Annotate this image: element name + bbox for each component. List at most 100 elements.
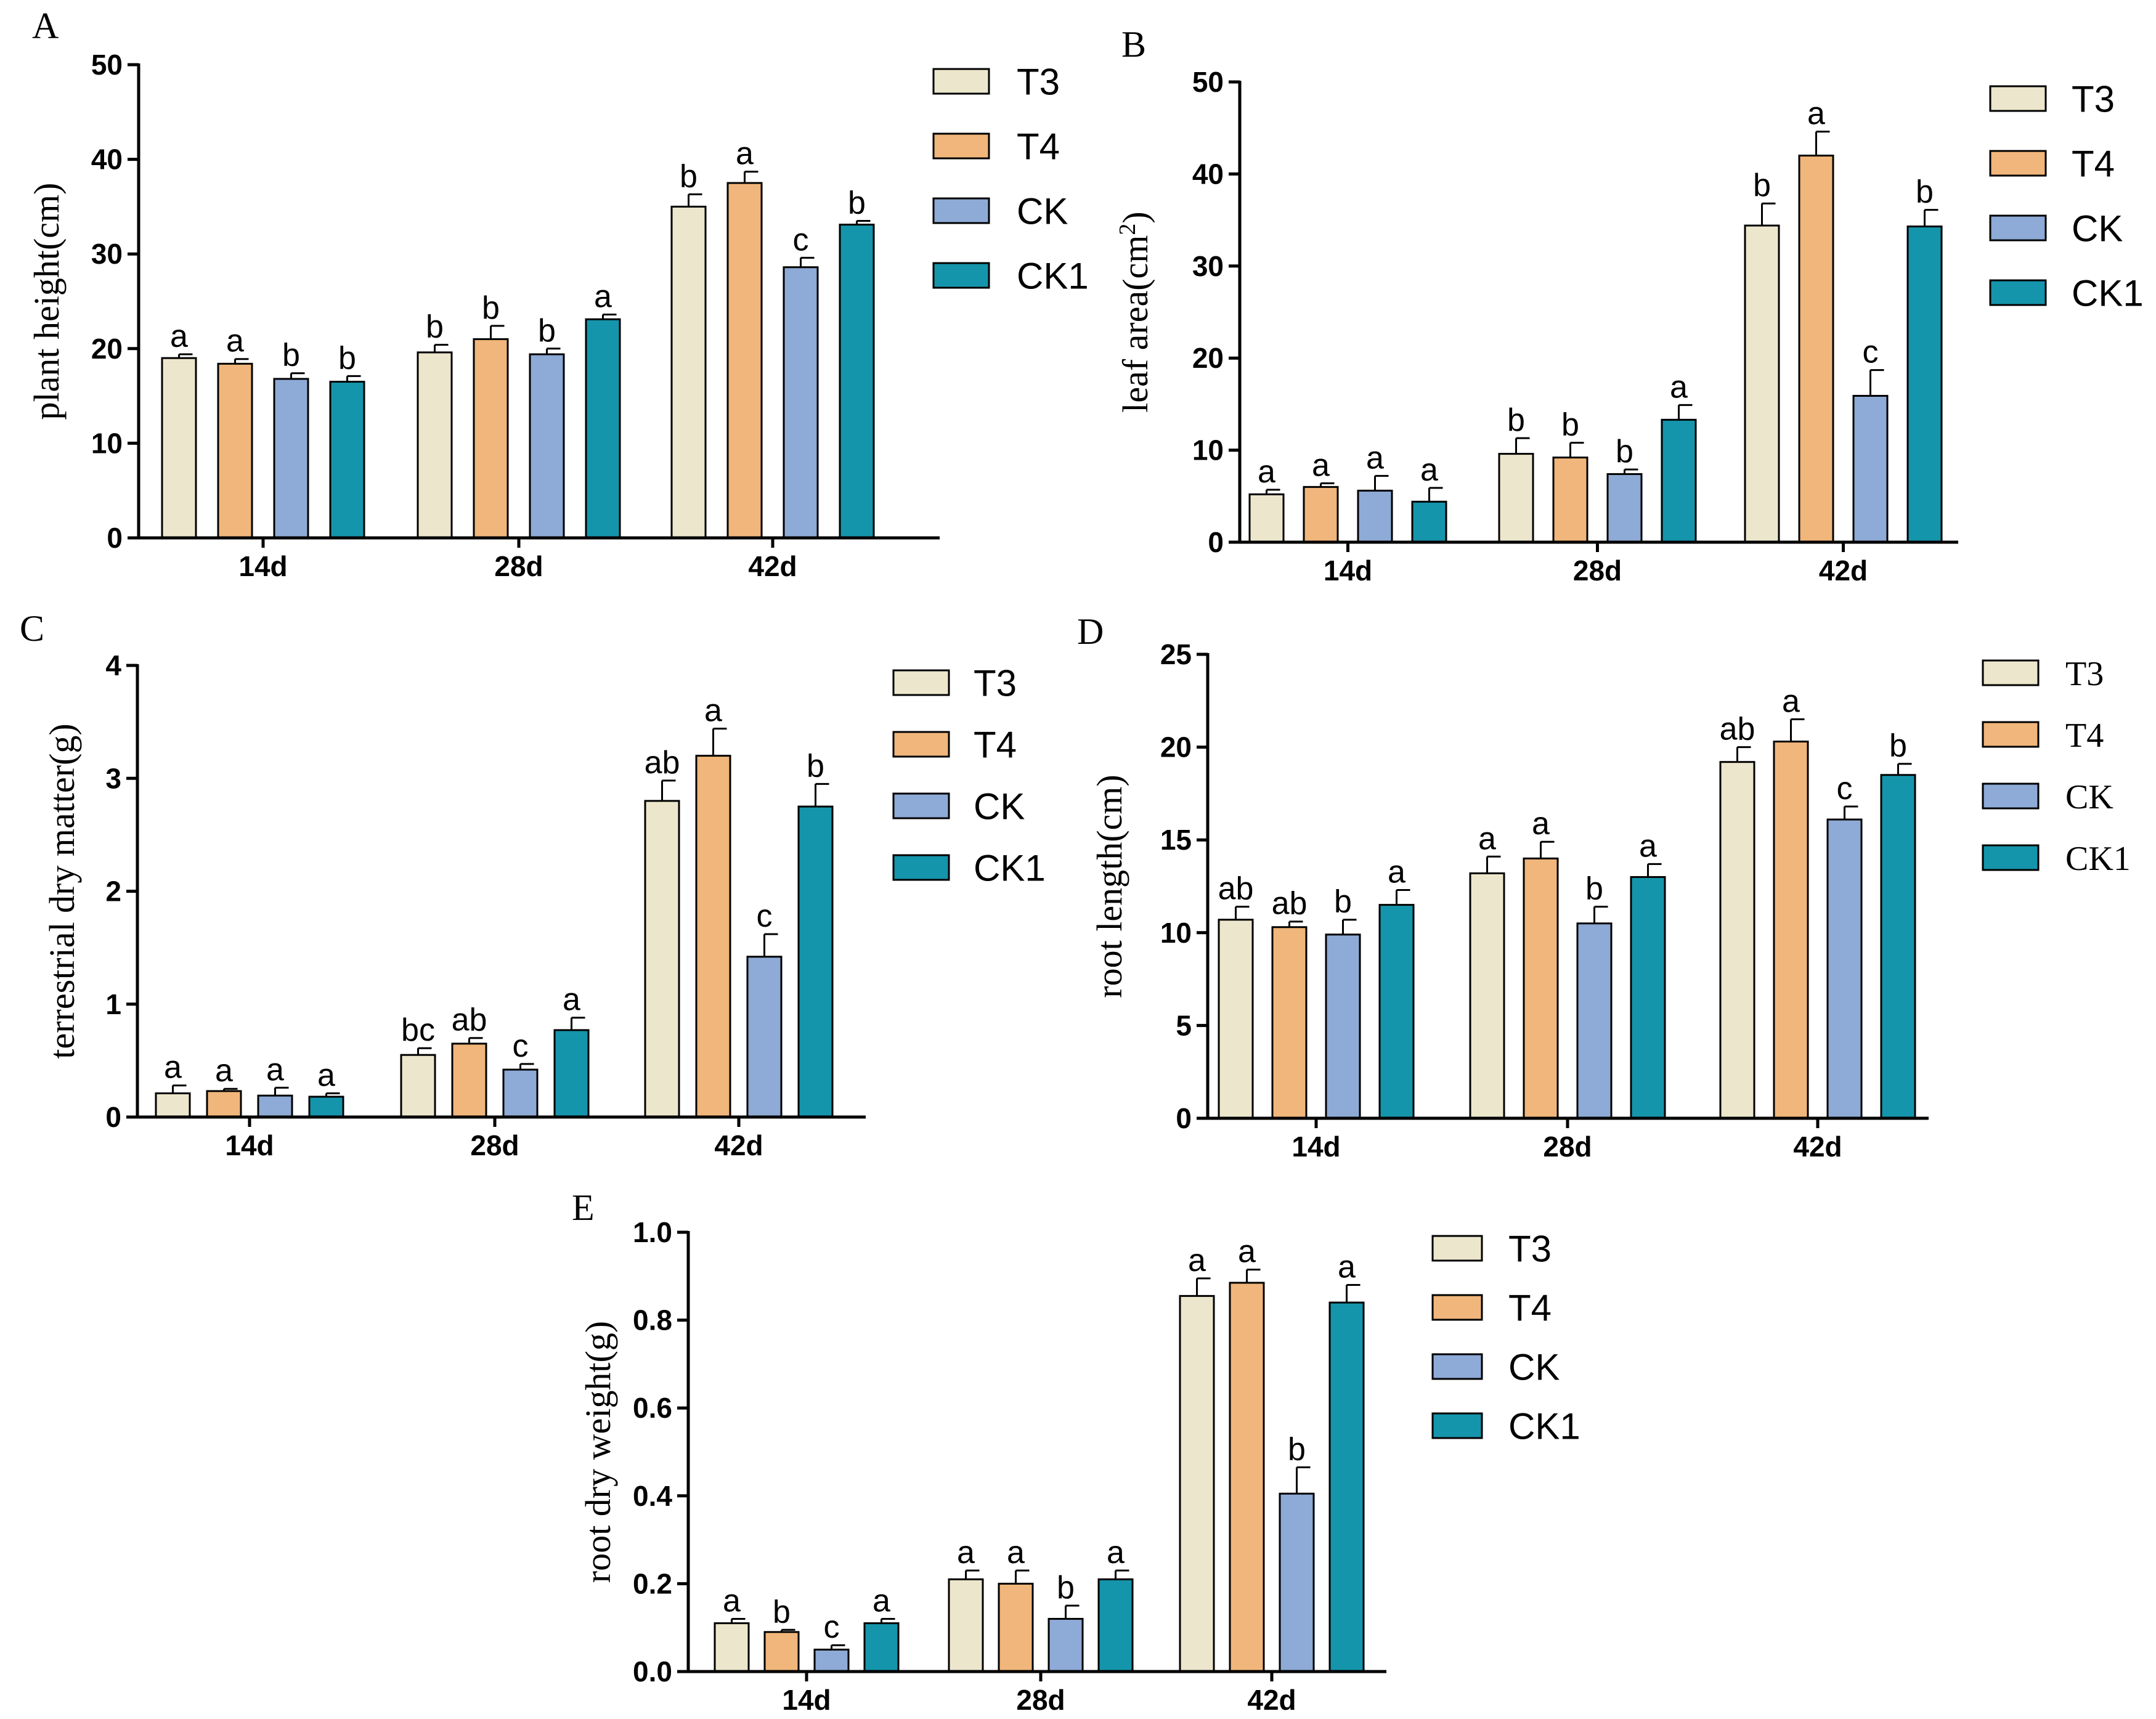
y-tick-label: 25 (1160, 638, 1192, 670)
y-axis-label-text: root dry weight(g) (578, 1321, 618, 1583)
y-tick-label: 40 (91, 144, 123, 176)
significance-letter: a (1782, 683, 1800, 719)
legend-label-t4: T4 (974, 725, 1017, 766)
bar-t4-14d (1271, 926, 1308, 1120)
bar-t3-14d (1248, 493, 1285, 543)
significance-letter: b (338, 340, 356, 376)
x-tick-label: 28d (1573, 555, 1622, 587)
y-tick-label: 4 (105, 649, 121, 681)
significance-letter: b (848, 185, 866, 221)
y-tick-label: 2 (105, 876, 121, 908)
significance-letter: a (1478, 821, 1496, 856)
legend: T3 T4 CK CK1 (1989, 79, 2144, 314)
legend-label-t4: T4 (2065, 717, 2104, 755)
significance-letter: a (594, 279, 612, 315)
significance-letter: c (513, 1028, 529, 1064)
bar-ck-42d (783, 266, 819, 539)
legend-label-t3: T3 (1017, 62, 1060, 103)
bar-t4-28d (473, 338, 509, 539)
bar-t4-28d (1552, 457, 1589, 543)
bar-t3-28d (948, 1578, 984, 1673)
bar-t3-14d (1218, 919, 1254, 1120)
significance-letter: ab (1218, 871, 1254, 907)
significance-letter: c (1837, 771, 1853, 807)
legend-label-ck1: CK1 (1508, 1406, 1580, 1447)
bar-ck-28d (529, 353, 565, 539)
y-axis-label-end: ) (1115, 211, 1155, 223)
significance-letter: a (563, 982, 580, 1018)
significance-letter: ab (1272, 886, 1308, 922)
y-tick-label: 1.0 (633, 1216, 672, 1248)
significance-letter: b (807, 748, 824, 784)
bar-t4-28d (1523, 857, 1559, 1120)
bar-ck1-42d (1328, 1301, 1365, 1673)
bar-ck1-28d (585, 318, 621, 539)
x-tick-label: 28d (494, 550, 543, 582)
significance-letter: a (170, 319, 188, 354)
x-tick-label: 14d (782, 1684, 831, 1716)
bar-t3-14d (714, 1622, 750, 1673)
significance-letter: a (736, 136, 754, 172)
y-tick-label: 3 (105, 762, 121, 794)
y-tick-label: 5 (1176, 1009, 1192, 1041)
bar-ck1-42d (839, 224, 875, 539)
y-tick-label: 50 (91, 49, 123, 81)
y-tick-label: 0.2 (633, 1567, 672, 1599)
bar-ck-14d (273, 378, 309, 539)
x-tick-label: 14d (1292, 1131, 1340, 1163)
bar-ck-14d (1357, 489, 1393, 543)
significance-letter: a (215, 1053, 233, 1089)
legend-swatch-t4 (1989, 150, 2047, 177)
bar-ck-14d (257, 1094, 293, 1118)
significance-letter: b (1057, 1570, 1075, 1606)
bar-t3-28d (1498, 453, 1534, 543)
bar-ck-28d (1606, 473, 1643, 543)
x-tick-label: 42d (748, 550, 797, 582)
legend-swatch-t3 (932, 68, 990, 95)
significance-letter: b (426, 309, 444, 345)
significance-letter: a (723, 1583, 741, 1619)
y-axis-label-text: leaf area(cm (1115, 235, 1155, 413)
legend-label-ck: CK (1017, 191, 1068, 232)
significance-letter: a (317, 1058, 335, 1094)
significance-letter: c (1863, 335, 1879, 370)
x-tick-label: 42d (1819, 555, 1868, 587)
bar-t3-28d (417, 351, 453, 539)
x-tick-label: 28d (470, 1129, 519, 1161)
y-tick-label: 0 (1176, 1102, 1192, 1134)
significance-letter: a (1338, 1250, 1356, 1285)
y-axis-label: root dry weight(g) (578, 1321, 618, 1583)
y-tick-label: 1 (105, 988, 121, 1020)
significance-letter: b (1753, 168, 1771, 203)
bar-t3-28d (400, 1054, 436, 1118)
significance-letter: a (1532, 806, 1550, 842)
y-tick-label: 0 (105, 1101, 121, 1133)
bar-ck1-42d (1906, 226, 1943, 543)
bar-ck-42d (746, 956, 783, 1118)
panel-label: E (572, 1187, 595, 1228)
bar-t4-42d (1773, 741, 1809, 1120)
bar-ck-14d (813, 1648, 850, 1673)
legend-swatch-ck1 (932, 262, 990, 289)
bar-ck1-28d (553, 1029, 590, 1118)
x-tick-label: 14d (238, 550, 287, 582)
bar-ck1-14d (1411, 500, 1447, 543)
significance-letter: a (957, 1535, 975, 1571)
legend-swatch-ck1 (1431, 1412, 1483, 1439)
significance-letter: a (1366, 440, 1384, 476)
legend-swatch-ck (892, 792, 950, 819)
legend-swatch-ck (1431, 1353, 1483, 1380)
significance-letter: b (1916, 174, 1934, 210)
y-tick-label: 0.4 (633, 1480, 672, 1512)
legend-swatch-ck (1982, 782, 2040, 810)
panel-label: A (32, 6, 59, 46)
legend-swatch-ck (932, 197, 990, 224)
significance-letter: b (1585, 871, 1603, 907)
legend-label-t3: T3 (2065, 655, 2104, 693)
significance-letter: ab (452, 1002, 487, 1038)
significance-letter: a (1258, 454, 1275, 490)
x-tick-label: 14d (1324, 555, 1372, 587)
